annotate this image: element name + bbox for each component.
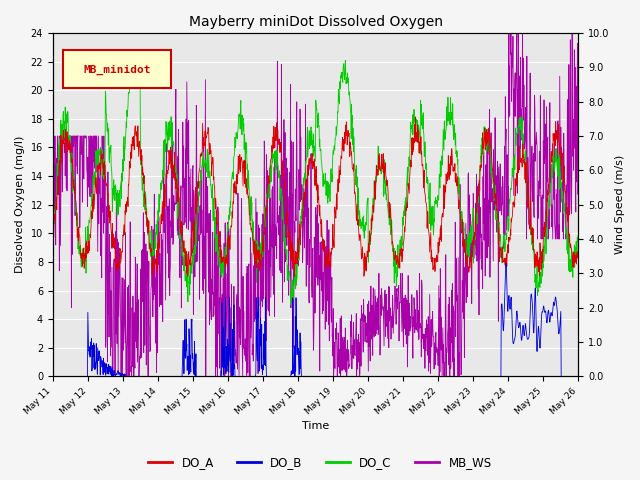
MB_WS	[154, 262, 161, 268]
DO_A	[166, 161, 173, 167]
MB_WS	[109, 373, 116, 379]
MB_WS	[49, 180, 56, 186]
Y-axis label: Dissolved Oxygen (mg/l): Dissolved Oxygen (mg/l)	[15, 136, 25, 274]
MB_WS	[397, 296, 405, 302]
Legend: DO_A, DO_B, DO_C, MB_WS: DO_A, DO_B, DO_C, MB_WS	[143, 452, 497, 474]
MB_WS	[225, 226, 233, 231]
Line: DO_A: DO_A	[52, 117, 579, 276]
DO_C	[166, 134, 174, 140]
DO_B	[466, 373, 474, 379]
DO_B	[225, 367, 232, 373]
DO_A	[397, 253, 405, 259]
Y-axis label: Wind Speed (m/s): Wind Speed (m/s)	[615, 155, 625, 254]
DO_C	[467, 228, 474, 234]
DO_B	[166, 373, 173, 379]
DO_A	[49, 240, 56, 246]
MB_WS	[505, 30, 513, 36]
DO_C	[513, 131, 520, 137]
DO_A	[153, 261, 161, 266]
MB_WS	[166, 270, 174, 276]
MB_WS	[513, 42, 520, 48]
DO_C	[49, 228, 56, 233]
DO_A	[467, 258, 474, 264]
Line: MB_WS: MB_WS	[52, 33, 579, 376]
DO_B	[575, 373, 582, 379]
DO_C	[130, 51, 138, 57]
DO_B	[397, 373, 404, 379]
Title: Mayberry miniDot Dissolved Oxygen: Mayberry miniDot Dissolved Oxygen	[189, 15, 443, 29]
X-axis label: Time: Time	[302, 421, 329, 432]
DO_B	[502, 261, 510, 266]
DO_A	[513, 171, 520, 177]
MB_WS	[466, 265, 474, 271]
DO_C	[397, 245, 405, 251]
Line: DO_B: DO_B	[52, 264, 579, 376]
DO_A	[575, 238, 582, 243]
FancyBboxPatch shape	[63, 50, 171, 88]
DO_C	[225, 213, 233, 218]
DO_C	[287, 302, 295, 308]
DO_A	[225, 243, 233, 249]
MB_WS	[575, 84, 582, 90]
DO_A	[412, 114, 419, 120]
Line: DO_C: DO_C	[52, 54, 579, 305]
DO_B	[153, 373, 161, 379]
DO_B	[513, 314, 520, 320]
DO_A	[184, 274, 192, 279]
DO_B	[49, 373, 56, 379]
DO_C	[154, 217, 161, 223]
Text: MB_minidot: MB_minidot	[83, 65, 150, 75]
DO_C	[575, 231, 582, 237]
